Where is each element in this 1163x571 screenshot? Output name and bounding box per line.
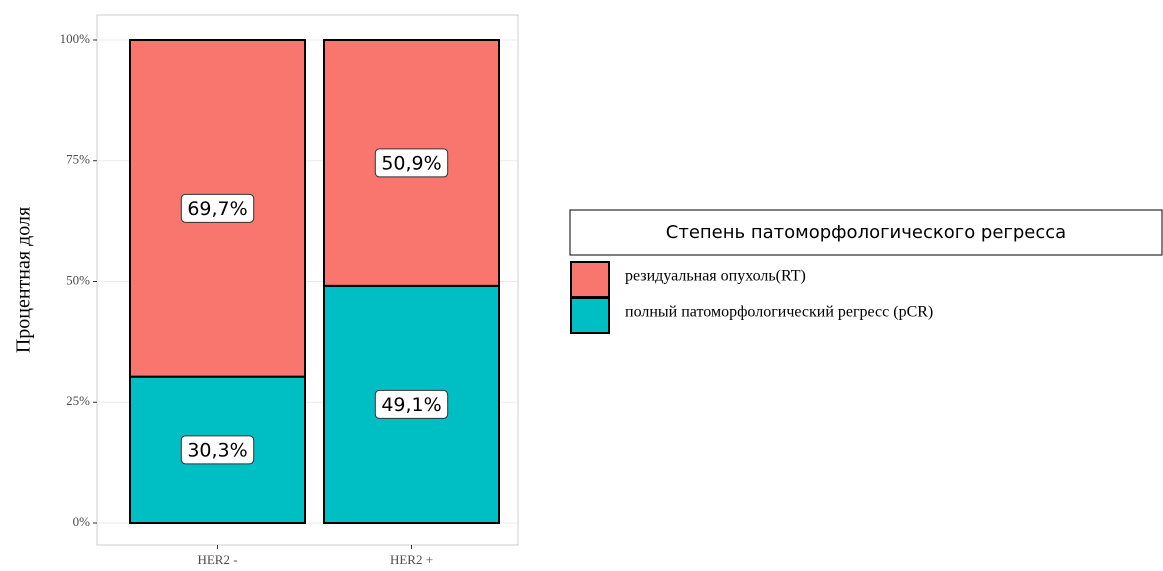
data-label-text: 49,1%	[381, 394, 441, 416]
data-label-box	[374, 148, 449, 178]
data-label-text: 69,7%	[187, 198, 247, 220]
legend-key	[570, 261, 610, 298]
data-label: 30,3%	[180, 435, 255, 465]
y-tick-label: 75%	[66, 152, 90, 167]
data-label-box	[374, 389, 449, 419]
legend-title: Степень патоморфологического регресса	[666, 222, 1066, 243]
data-label-box	[180, 193, 255, 223]
legend-label: резидуальная опухоль(RT)	[625, 268, 806, 285]
data-label-text: 50,9%	[381, 152, 441, 174]
y-tick-label: 0%	[73, 514, 91, 529]
data-label-text: 30,3%	[187, 439, 247, 461]
legend-title-box	[569, 209, 1163, 256]
legend-label: полный патоморфологический регресс (pCR)	[625, 304, 933, 321]
data-label: 49,1%	[374, 389, 449, 419]
legend-key	[570, 297, 610, 334]
data-label-box	[180, 435, 255, 465]
x-tick-label: HER2 +	[390, 552, 433, 567]
data-label: 69,7%	[180, 193, 255, 223]
x-tick-label: HER2 -	[197, 552, 237, 567]
y-axis-title: Процентная доля	[13, 207, 35, 353]
y-tick-label: 100%	[60, 31, 91, 46]
y-tick-label: 50%	[66, 272, 90, 287]
data-label: 50,9%	[374, 148, 449, 178]
y-tick-label: 25%	[66, 393, 90, 408]
